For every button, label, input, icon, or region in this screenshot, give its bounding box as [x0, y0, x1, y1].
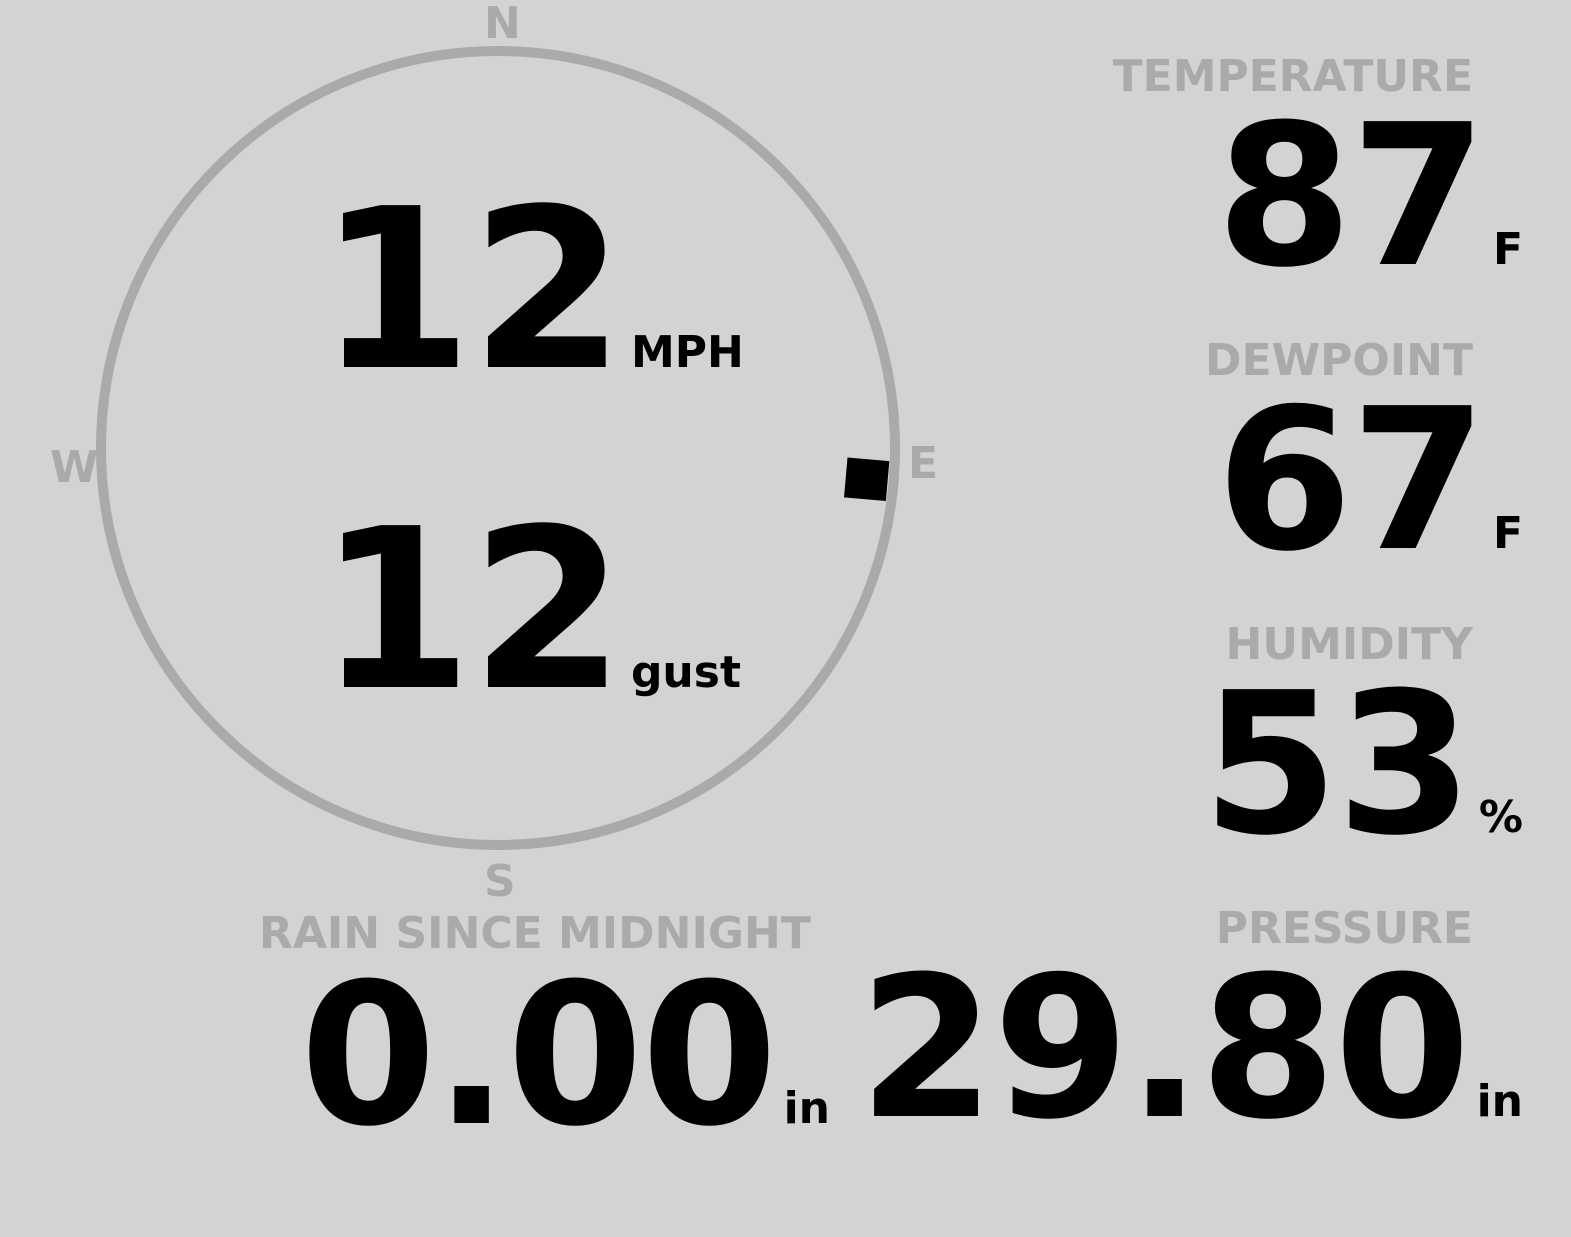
compass-south-label: S [484, 856, 516, 907]
humidity-label: HUMIDITY [1225, 619, 1473, 670]
pressure-value: 29.80 [858, 935, 1471, 1163]
wind-compass [96, 46, 900, 850]
compass-east-label: E [908, 438, 939, 489]
compass-north-label: N [484, 0, 521, 49]
rain-label: RAIN SINCE MIDNIGHT [259, 908, 811, 959]
wind-speed-readout: 12 MPH [318, 180, 744, 402]
rain-unit: in [783, 1083, 830, 1134]
temperature-label: TEMPERATURE [1112, 51, 1473, 102]
humidity-unit: % [1478, 792, 1523, 843]
compass-west-label: W [50, 442, 99, 493]
pressure-unit: in [1476, 1076, 1523, 1127]
wind-gust-unit: gust [630, 647, 741, 698]
pressure-label: PRESSURE [1215, 903, 1473, 954]
humidity-block: HUMIDITY 53 % [1202, 619, 1523, 879]
wind-speed-value: 12 [318, 162, 625, 420]
temperature-value: 87 [1216, 83, 1487, 311]
wind-gust-readout: 12 gust [318, 500, 741, 722]
rain-readout: 0.00 in [300, 958, 830, 1154]
pressure-block: PRESSURE 29.80 in [858, 903, 1523, 1163]
wind-direction-indicator [844, 457, 890, 502]
dewpoint-label: DEWPOINT [1205, 335, 1473, 386]
dewpoint-unit: F [1492, 508, 1523, 559]
temperature-block: TEMPERATURE 87 F [1112, 51, 1523, 311]
temperature-unit: F [1492, 224, 1523, 275]
dewpoint-block: DEWPOINT 67 F [1205, 335, 1523, 595]
humidity-value: 53 [1202, 651, 1473, 879]
dewpoint-value: 67 [1216, 367, 1487, 595]
wind-speed-unit: MPH [630, 327, 744, 378]
wind-gust-value: 12 [318, 482, 625, 740]
rain-value: 0.00 [300, 942, 778, 1170]
compass-ring [96, 46, 900, 850]
